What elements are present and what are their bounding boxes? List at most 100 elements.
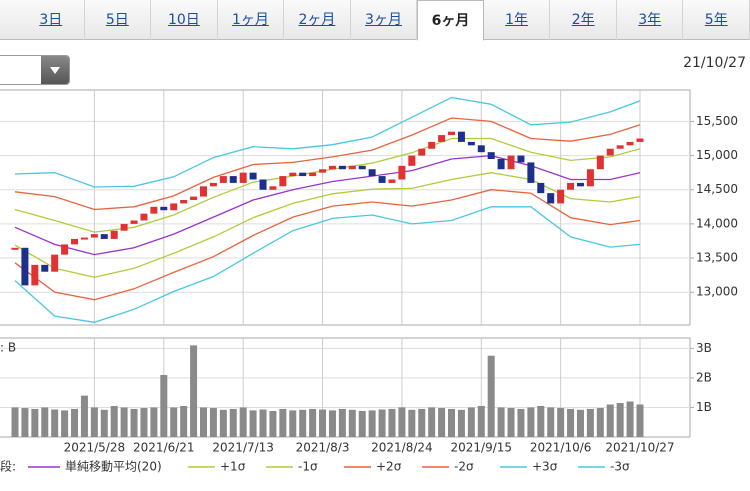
tab[interactable]: 1年 — [484, 0, 551, 40]
candle — [487, 152, 495, 159]
volume-bar — [606, 404, 614, 437]
candle — [190, 196, 198, 200]
volume-bar — [378, 409, 386, 437]
tab[interactable]: 2年 — [550, 0, 617, 40]
volume-bar — [576, 409, 584, 437]
candle — [477, 145, 485, 153]
volume-bar — [71, 408, 79, 437]
candle — [378, 176, 386, 183]
band-line — [14, 154, 641, 256]
legend-entry: +1σ — [220, 460, 246, 474]
volume-bar — [190, 345, 198, 437]
tab[interactable]: 3年 — [617, 0, 684, 40]
legend-entry: -3σ — [610, 460, 630, 474]
candle — [41, 264, 49, 272]
candle — [299, 172, 307, 177]
tab[interactable]: 3日 — [18, 0, 85, 40]
candle — [259, 179, 267, 190]
candle — [418, 148, 426, 156]
volume-bar — [199, 407, 207, 437]
legend-label: 段: — [0, 459, 16, 474]
dropdown-button[interactable] — [41, 56, 69, 84]
y-tick-label: 3B — [696, 341, 712, 355]
volume-bar — [487, 355, 495, 437]
band-line — [14, 206, 641, 323]
volume-bar — [150, 407, 158, 437]
band-line — [14, 172, 641, 278]
tab[interactable]: 6ヶ月 — [417, 0, 484, 41]
y-tick-label: 1B — [696, 400, 712, 414]
legend-entry: +2σ — [376, 460, 402, 474]
candle — [120, 223, 128, 231]
tab[interactable]: 10日 — [151, 0, 218, 40]
volume-bar — [319, 409, 327, 437]
volume-bar — [249, 410, 257, 437]
volume-bar — [11, 407, 19, 437]
candle — [160, 206, 168, 211]
candle — [457, 131, 465, 142]
candle — [289, 172, 297, 177]
candle — [398, 165, 406, 180]
candle — [21, 247, 29, 286]
volume-bar — [90, 407, 98, 437]
volume-bar — [289, 410, 297, 437]
candle — [428, 141, 436, 149]
volume-bar — [130, 408, 138, 437]
candle — [140, 213, 148, 221]
tab[interactable]: 1ヶ月 — [218, 0, 285, 40]
tab[interactable]: 5日 — [85, 0, 152, 40]
volume-bar — [467, 407, 475, 437]
candle — [209, 182, 217, 187]
candle — [100, 234, 108, 239]
y-tick-label: 15,500 — [696, 114, 738, 128]
volume-bar — [140, 408, 148, 437]
y-tick-label: 14,500 — [696, 182, 738, 196]
volume-bar — [547, 407, 555, 437]
volume-bar — [338, 408, 346, 437]
candle — [338, 165, 346, 170]
candle — [537, 182, 545, 194]
candle — [596, 155, 604, 170]
x-tick-label: 2021/10/27 — [605, 441, 674, 455]
volume-bar — [497, 407, 505, 437]
volume-bar — [616, 403, 624, 437]
x-tick-label: 2021/7/13 — [212, 441, 274, 455]
dropdown[interactable] — [0, 55, 70, 85]
band-line — [14, 117, 641, 211]
volume-bar — [279, 408, 287, 437]
candle — [448, 131, 456, 136]
volume-bar — [457, 409, 465, 437]
candle — [547, 193, 555, 204]
volume-bar — [21, 408, 29, 437]
candle — [567, 182, 575, 190]
volume-bar — [428, 407, 436, 437]
volume-bar — [80, 395, 88, 437]
candle — [170, 203, 178, 211]
candle — [51, 254, 59, 272]
x-tick-label: 2021/6/21 — [133, 441, 195, 455]
candle — [249, 172, 257, 180]
volume-bar — [507, 408, 515, 437]
candle — [606, 148, 614, 156]
volume-bar — [269, 410, 277, 437]
y-tick-label: 14,000 — [696, 216, 738, 230]
volume-bar — [259, 409, 267, 437]
candle — [348, 165, 356, 170]
plot-frame — [0, 89, 691, 326]
x-tick-label: 2021/8/24 — [371, 441, 433, 455]
y-tick-label: 13,000 — [696, 285, 738, 299]
candle — [328, 165, 336, 170]
volume-bar — [477, 405, 485, 437]
candle — [626, 141, 634, 146]
volume-bar — [596, 408, 604, 437]
candle — [71, 238, 79, 245]
volume-bar — [110, 405, 118, 437]
legend-entry: +3σ — [532, 460, 558, 474]
volume-bar — [51, 409, 59, 437]
candle — [616, 145, 624, 149]
tab[interactable]: 3ヶ月 — [351, 0, 418, 40]
candle — [269, 186, 277, 190]
tab[interactable]: 2ヶ月 — [284, 0, 351, 40]
volume-bar — [61, 410, 69, 437]
